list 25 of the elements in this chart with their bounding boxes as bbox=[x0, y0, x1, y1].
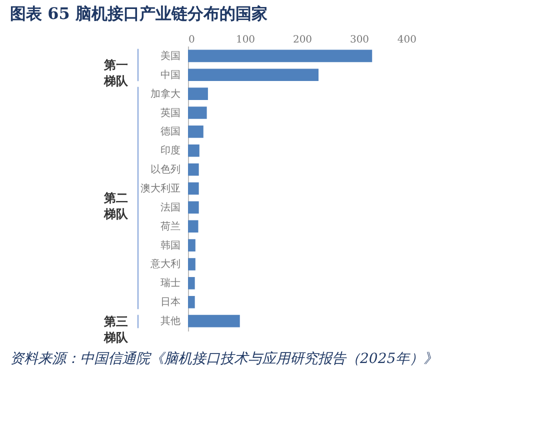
x-tick-label: 300 bbox=[350, 34, 370, 46]
y-tick-label: 中国 bbox=[160, 68, 180, 81]
y-tick-label: 以色列 bbox=[150, 164, 180, 176]
y-tick-label: 加拿大 bbox=[150, 88, 180, 100]
y-tick-label: 其他 bbox=[160, 315, 180, 328]
y-tick-label: 英国 bbox=[160, 106, 180, 119]
x-tick-label: 400 bbox=[397, 34, 416, 46]
text: 第一梯队 bbox=[103, 58, 129, 88]
y-tick-label: 意大利 bbox=[150, 258, 180, 270]
y-tick-label: 韩国 bbox=[160, 239, 180, 252]
y-tick-label: 法国 bbox=[160, 201, 180, 214]
y-tick-label: 瑞士 bbox=[160, 277, 180, 290]
y-tick-label: 印度 bbox=[160, 144, 180, 157]
x-tick-label: 0 bbox=[188, 34, 195, 46]
chart-title: 图表 65 脑机接口产业链分布的国家 bbox=[10, 4, 268, 23]
x-tick-label: 200 bbox=[292, 34, 312, 46]
text: 第三梯队 bbox=[103, 314, 129, 344]
y-tick-label: 澳大利亚 bbox=[140, 182, 180, 194]
y-tick-label: 德国 bbox=[160, 126, 180, 138]
y-tick-label: 美国 bbox=[160, 50, 180, 62]
text: 第二梯队 bbox=[103, 191, 129, 221]
x-tick-label: 100 bbox=[236, 34, 256, 46]
y-tick-label: 荷兰 bbox=[160, 220, 180, 232]
y-tick-label: 日本 bbox=[160, 296, 180, 308]
text: 资料来源：中国信通院《脑机接口技术与应用研究报告（2025年）》 bbox=[10, 351, 438, 367]
